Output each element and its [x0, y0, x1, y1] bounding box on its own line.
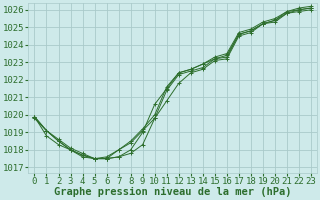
X-axis label: Graphe pression niveau de la mer (hPa): Graphe pression niveau de la mer (hPa)	[54, 187, 292, 197]
